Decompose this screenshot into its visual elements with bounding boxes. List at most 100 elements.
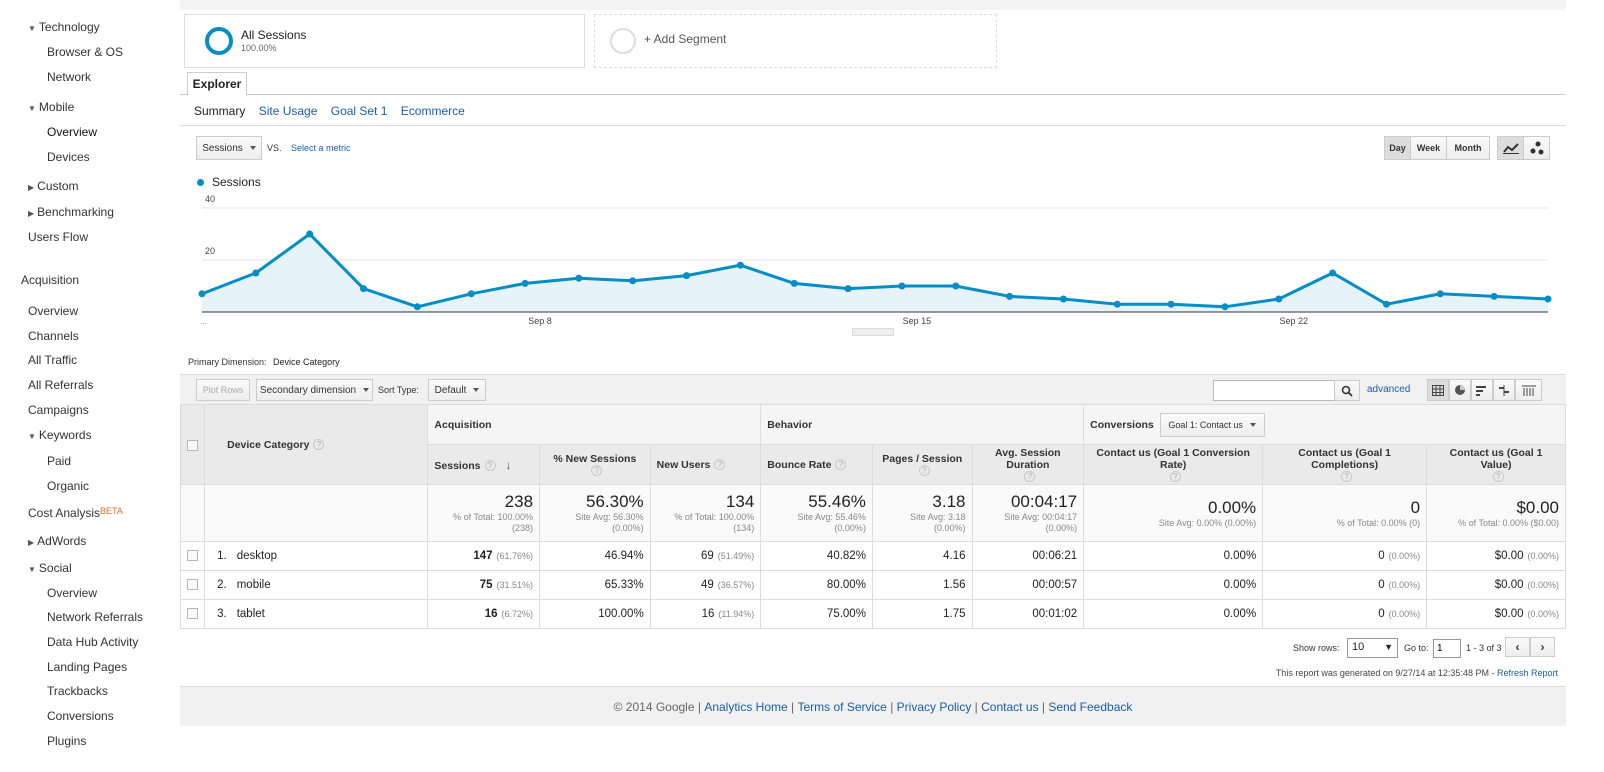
sidebar-item-channels[interactable]: Channels (28, 329, 79, 343)
sidebar-item-benchmarking[interactable]: ▶ Benchmarking (28, 205, 114, 219)
segment-all-sessions[interactable]: All Sessions 100.00% (184, 14, 585, 68)
next-page-icon[interactable]: › (1530, 637, 1555, 657)
plot-rows-button[interactable]: Plot Rows (196, 379, 250, 401)
comparison-view-icon[interactable] (1493, 379, 1515, 401)
data-table-view-icon[interactable] (1427, 379, 1449, 401)
device-link[interactable]: tablet (236, 608, 265, 620)
line-chart-icon[interactable] (1497, 136, 1524, 160)
new-users-header[interactable]: New Users? (649, 444, 762, 485)
sidebar-item-data-hub[interactable]: Data Hub Activity (47, 635, 139, 649)
pivot-view-icon[interactable] (1515, 379, 1542, 401)
subtab-ecommerce[interactable]: Ecommerce (400, 104, 465, 118)
device-category-header[interactable]: Device Category? (204, 404, 429, 485)
completions-header[interactable]: Contact us (Goal 1 Completions)? (1262, 444, 1428, 485)
sidebar-item-network[interactable]: Network (47, 70, 92, 84)
sidebar-item-all-referrals[interactable]: All Referrals (28, 378, 94, 392)
sidebar-item-custom[interactable]: ▶ Custom (28, 179, 79, 193)
metric-select[interactable]: Sessions (196, 136, 262, 160)
search-icon[interactable] (1334, 380, 1360, 401)
help-icon[interactable]: ? (591, 465, 603, 477)
help-icon[interactable]: ? (918, 465, 930, 477)
sidebar-item-cost-analysis[interactable]: Cost AnalysisBETA (28, 506, 123, 520)
footer-terms[interactable]: Terms of Service (797, 699, 887, 714)
show-rows-select[interactable]: 10 ▼ (1347, 638, 1398, 658)
bounce-rate-header[interactable]: Bounce Rate? (760, 444, 873, 485)
caret-right-icon: ▶ (28, 209, 35, 218)
help-icon[interactable]: ? (484, 460, 496, 472)
sessions-header[interactable]: Sessions? ↓ (427, 444, 541, 485)
sidebar-item-social-overview[interactable]: Overview (47, 586, 98, 600)
row-checkbox[interactable] (187, 579, 199, 591)
sidebar-section-acquisition[interactable]: Acquisition (21, 273, 80, 287)
sidebar-item-all-traffic[interactable]: All Traffic (28, 353, 78, 367)
row-checkbox[interactable] (187, 608, 199, 620)
go-to-input[interactable] (1433, 639, 1461, 658)
sidebar-item-acq-overview[interactable]: Overview (28, 304, 79, 318)
table-search-input[interactable] (1213, 380, 1335, 401)
sidebar-item-organic[interactable]: Organic (47, 479, 90, 493)
select-metric-link[interactable]: Select a metric (291, 143, 351, 153)
week-button[interactable]: Week (1410, 136, 1447, 160)
sidebar-item-network-referrals[interactable]: Network Referrals (47, 610, 144, 624)
prev-page-icon[interactable]: ‹ (1505, 637, 1530, 657)
row-checkbox[interactable] (187, 550, 199, 562)
chart-resize-handle[interactable] (852, 328, 894, 336)
sessions-point (736, 261, 744, 269)
help-icon[interactable]: ? (1024, 471, 1036, 483)
day-button[interactable]: Day (1384, 136, 1411, 160)
sidebar-item-trackbacks[interactable]: Trackbacks (47, 684, 108, 698)
goal-value-header[interactable]: Contact us (Goal 1 Value)? (1426, 444, 1566, 485)
footer-analytics-home[interactable]: Analytics Home (704, 699, 788, 714)
add-segment-button[interactable]: + Add Segment (594, 14, 997, 68)
sidebar-item-social[interactable]: ▼ Social (28, 561, 72, 575)
sort-type-label: Sort Type: (378, 385, 419, 395)
sidebar-item-conversions[interactable]: Conversions (47, 709, 114, 723)
sidebar-item-campaigns[interactable]: Campaigns (28, 403, 89, 417)
month-button[interactable]: Month (1446, 136, 1490, 160)
subtab-summary[interactable]: Summary (194, 104, 246, 118)
footer-feedback[interactable]: Send Feedback (1048, 699, 1133, 714)
sidebar-item-landing-pages[interactable]: Landing Pages (47, 660, 128, 674)
sidebar-item-keywords[interactable]: ▼ Keywords (28, 428, 92, 442)
sessions-point (683, 272, 691, 280)
refresh-report-link[interactable]: Refresh Report (1496, 668, 1558, 678)
help-icon[interactable]: ? (313, 439, 325, 451)
segment-percent: 100.00% (241, 43, 277, 53)
sidebar-item-technology[interactable]: ▼ Technology (28, 20, 100, 34)
advanced-filter-link[interactable]: advanced (1367, 384, 1411, 395)
secondary-dimension-select[interactable]: Secondary dimension (256, 379, 373, 401)
sidebar-item-paid[interactable]: Paid (47, 454, 72, 468)
help-icon[interactable]: ? (714, 459, 726, 471)
primary-dimension-value[interactable]: Device Category (273, 357, 340, 367)
device-link[interactable]: desktop (236, 550, 277, 562)
new-sessions-header[interactable]: % New Sessions? (539, 444, 651, 485)
pie-view-icon[interactable] (1449, 379, 1471, 401)
sidebar-item-devices[interactable]: Devices (47, 150, 90, 164)
tab-explorer[interactable]: Explorer (187, 72, 247, 96)
sidebar-item-browser-os[interactable]: Browser & OS (47, 45, 124, 59)
device-category-table: Device Category? Acquisition Behavior Co… (179, 404, 1566, 629)
goal-select[interactable]: Goal 1: Contact us (1159, 412, 1265, 437)
avg-session-duration-header[interactable]: Avg. Session Duration? (971, 444, 1085, 485)
subtab-site-usage[interactable]: Site Usage (258, 104, 318, 118)
conversion-rate-header[interactable]: Contact us (Goal 1 Conversion Rate)? (1083, 444, 1264, 485)
select-all-checkbox[interactable] (187, 439, 199, 451)
motion-chart-icon[interactable] (1523, 136, 1550, 160)
sidebar-item-plugins[interactable]: Plugins (47, 734, 87, 748)
help-icon[interactable]: ? (1341, 471, 1353, 483)
x-tick-label: Sep 15 (903, 316, 932, 326)
footer-contact[interactable]: Contact us (981, 699, 1039, 714)
sidebar-item-mobile[interactable]: ▼ Mobile (28, 100, 75, 114)
device-link[interactable]: mobile (236, 579, 271, 591)
help-icon[interactable]: ? (835, 459, 847, 471)
sidebar-item-users-flow[interactable]: Users Flow (28, 230, 89, 244)
sidebar-item-adwords[interactable]: ▶ AdWords (28, 534, 87, 548)
pages-session-header[interactable]: Pages / Session? (871, 444, 973, 485)
subtab-goal-set-1[interactable]: Goal Set 1 (330, 104, 388, 118)
bar-view-icon[interactable] (1471, 379, 1493, 401)
sort-type-select[interactable]: Default (428, 379, 486, 401)
footer-privacy[interactable]: Privacy Policy (896, 699, 972, 714)
sidebar-item-mobile-overview[interactable]: Overview (47, 125, 98, 139)
help-icon[interactable]: ? (1169, 471, 1181, 483)
help-icon[interactable]: ? (1492, 471, 1504, 483)
